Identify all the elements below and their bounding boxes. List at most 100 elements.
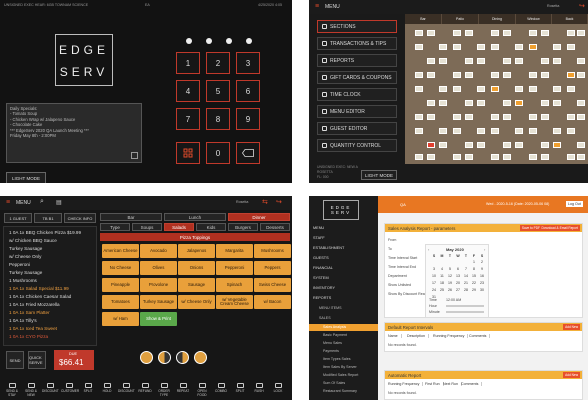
floor-table[interactable] (515, 128, 523, 134)
light-mode-button[interactable]: LIGHT MODE (6, 172, 46, 183)
key-2[interactable]: 2 (206, 52, 230, 74)
key-7[interactable]: 7 (176, 108, 200, 130)
action-button[interactable]: HOLD (99, 382, 115, 396)
floor-table[interactable] (415, 154, 423, 160)
floor-table[interactable] (477, 86, 485, 92)
add-new-button[interactable]: Add New (563, 324, 580, 330)
ticket-line[interactable]: 1 0A 1x BBQ Chicken Pizza $19.99 (9, 230, 82, 235)
add-new-button[interactable]: Add New (563, 372, 580, 378)
calendar-date[interactable]: 26 (448, 288, 452, 292)
floor-table[interactable] (529, 44, 537, 50)
floor-table[interactable] (553, 86, 561, 92)
floor-table[interactable] (567, 128, 575, 134)
floor-table[interactable] (553, 44, 561, 50)
ticket-line[interactable]: 1 0A 1x Sam Platter (9, 310, 50, 315)
floor-table[interactable] (529, 86, 537, 92)
floor-table[interactable] (553, 142, 561, 148)
tab-desserts[interactable]: Desserts (260, 223, 290, 231)
calendar-date[interactable]: 17 (432, 281, 436, 285)
floor-table[interactable] (529, 114, 537, 120)
action-button[interactable]: SEND & STAY (4, 382, 20, 397)
calendar-date[interactable]: 27 (456, 288, 460, 292)
floor-table[interactable] (491, 114, 499, 120)
floor-table[interactable] (439, 44, 447, 50)
action-button[interactable]: REFUND (137, 382, 153, 396)
action-button[interactable]: DISCOUNT (118, 382, 135, 396)
ticket-line[interactable]: 1 0A 1x Salad Special $11.99 (9, 286, 69, 291)
calendar-date[interactable]: 28 (464, 288, 468, 292)
report-link[interactable]: Menu Sales (323, 341, 342, 345)
topping-button[interactable]: Onions (178, 261, 215, 275)
menu-item-reports[interactable]: REPORTS (317, 54, 397, 67)
calendar-date[interactable]: 22 (472, 281, 476, 285)
floor-table[interactable] (415, 44, 423, 50)
menu-item-guest-editor[interactable]: GUEST EDITOR (317, 122, 397, 135)
ticket-line[interactable]: 1 0A 1x Fried Mozzarella (9, 302, 60, 307)
action-button[interactable]: CUSTOMER (61, 382, 79, 396)
topping-button[interactable]: Peppers (254, 261, 291, 275)
action-button[interactable]: LOCK (270, 382, 286, 396)
action-button[interactable]: DISCOUNT (42, 382, 59, 396)
action-button[interactable]: SPLIT (80, 382, 96, 396)
report-link[interactable]: Restaurant Summary (323, 389, 357, 393)
calendar-date[interactable]: 25 (440, 288, 444, 292)
tab-lunch[interactable]: Lunch (164, 213, 226, 221)
prev-month-icon[interactable]: ‹ (428, 247, 430, 252)
menu-label[interactable]: MENU (16, 200, 31, 206)
floor-table[interactable] (541, 100, 549, 106)
logout-button[interactable]: Log Out (566, 201, 583, 207)
floor-table[interactable] (503, 154, 511, 160)
topping-button[interactable]: w/ Ham (102, 312, 139, 326)
minute-slider[interactable] (446, 311, 484, 313)
grid-key[interactable] (176, 142, 200, 164)
floor-table[interactable] (465, 72, 473, 78)
topping-button[interactable]: Show & Print (140, 312, 177, 326)
pizza-right-half-icon[interactable] (176, 351, 189, 364)
ticket-line[interactable]: 1 0A 1x Tilly's (9, 318, 37, 323)
floor-table[interactable] (541, 114, 549, 120)
action-button[interactable]: REPEAT (175, 382, 191, 396)
floor-table[interactable] (415, 86, 423, 92)
calendar-date[interactable]: 21 (464, 281, 468, 285)
floor-table[interactable] (503, 114, 511, 120)
floor-table[interactable] (577, 114, 585, 120)
topping-button[interactable]: Provolone (140, 278, 177, 292)
calendar-date[interactable]: 20 (456, 281, 460, 285)
key-0[interactable]: 0 (206, 142, 230, 164)
floor-table[interactable] (453, 114, 461, 120)
topping-button[interactable]: Jalapenos (178, 244, 215, 258)
pizza-left-half-icon[interactable] (158, 351, 171, 364)
transfer-icon[interactable]: ⇆ (262, 199, 268, 206)
floor-table[interactable] (529, 30, 537, 36)
calendar-date[interactable]: 19 (448, 281, 452, 285)
hamburger-icon[interactable]: ≡ (6, 199, 11, 206)
ticket-line[interactable]: Turkey Sausage (9, 270, 43, 275)
pizza-quarter-icon[interactable] (194, 351, 207, 364)
menu-item-sections[interactable]: SECTIONS (317, 20, 397, 33)
calendar-date[interactable]: 15 (472, 274, 476, 278)
menu-item-menu-editor[interactable]: MENU EDITOR (317, 105, 397, 118)
floor-table[interactable] (541, 30, 549, 36)
calendar-date[interactable]: 31 (432, 295, 436, 299)
floor-table[interactable] (541, 72, 549, 78)
topping-button[interactable]: Olives (140, 261, 177, 275)
floor-table[interactable] (415, 114, 423, 120)
calendar-date[interactable]: 2 (481, 260, 483, 264)
topping-button[interactable]: Pepperoni (216, 261, 253, 275)
send-button[interactable]: SEND (6, 351, 24, 369)
floor-table[interactable] (491, 30, 499, 36)
save-pdf-button[interactable]: Save to PDF (519, 225, 542, 231)
floor-table[interactable] (465, 58, 473, 64)
action-button[interactable]: COMBO (213, 382, 229, 396)
floor-table[interactable] (439, 86, 447, 92)
ticket-line[interactable]: Pepperoni (9, 262, 30, 267)
sidebar-item[interactable]: SYSTEM (313, 276, 329, 280)
topping-button[interactable]: Spinach (216, 278, 253, 292)
tab-soups[interactable]: Soups (132, 223, 162, 231)
floor-table[interactable] (515, 86, 523, 92)
floor-table[interactable] (439, 142, 447, 148)
floor-table[interactable] (567, 154, 575, 160)
key-8[interactable]: 8 (206, 108, 230, 130)
floor-table[interactable] (453, 86, 461, 92)
ticket-line[interactable]: 1 0A 1x Iced Tea Sweet (9, 326, 57, 331)
